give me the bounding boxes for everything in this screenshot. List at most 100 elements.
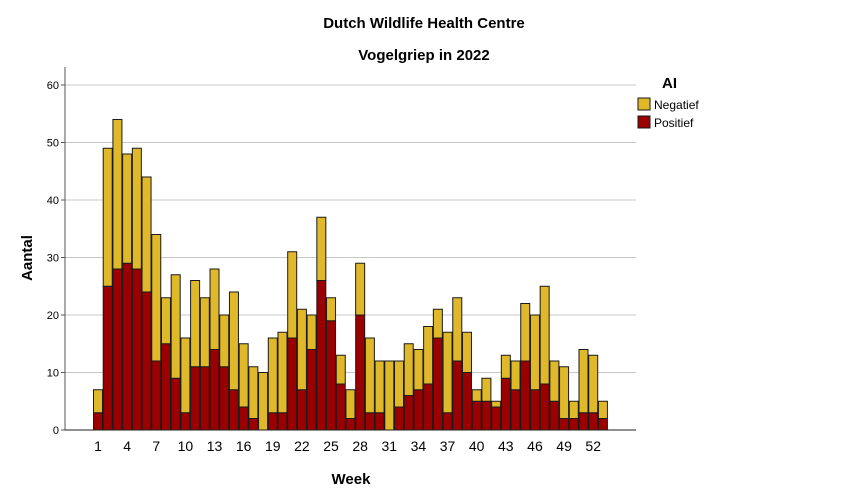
bar-positief-week-47 [539, 383, 550, 431]
bar-positief-week-7 [151, 360, 162, 431]
bar-negatief-week-42 [491, 400, 502, 408]
bar-positief-week-1 [93, 412, 103, 431]
bar-positief-week-37 [442, 412, 453, 431]
bar-negatief-week-48 [549, 360, 560, 402]
y-axis-label: Aantal [19, 235, 36, 281]
bar-negatief-week-19 [267, 337, 278, 414]
x-tick-label: 28 [352, 438, 368, 454]
bar-positief-week-49 [559, 418, 570, 431]
bar-negatief-week-13 [209, 268, 220, 350]
bar-negatief-week-8 [160, 297, 171, 345]
bar-negatief-week-9 [170, 274, 181, 379]
x-tick-label: 46 [527, 438, 543, 454]
bar-positief-week-42 [491, 406, 502, 431]
bar-negatief-week-36 [432, 308, 443, 339]
x-tick-label: 22 [294, 438, 310, 454]
y-tick-label: 50 [47, 138, 59, 150]
legend-label-positief: Positief [654, 116, 694, 130]
bar-negatief-week-28 [355, 262, 366, 316]
bar-negatief-week-4 [122, 153, 133, 264]
bar-negatief-week-15 [228, 291, 239, 391]
bar-negatief-week-34 [413, 349, 424, 391]
x-tick-label: 34 [411, 438, 427, 454]
bar-positief-week-20 [277, 412, 288, 431]
y-tick-label: 10 [47, 368, 59, 380]
bar-negatief-week-14 [219, 314, 230, 368]
bar-negatief-week-18 [258, 372, 269, 431]
bar-positief-week-28 [355, 314, 366, 431]
bar-positief-week-44 [510, 389, 521, 431]
bar-positief-week-51 [578, 412, 589, 431]
bar-negatief-week-21 [287, 251, 298, 339]
bar-positief-week-30 [374, 412, 385, 431]
bar-positief-week-6 [141, 291, 152, 431]
bar-positief-week-22 [296, 389, 307, 431]
legend-swatch-negatief [637, 97, 651, 111]
x-tick-label: 52 [585, 438, 601, 454]
bar-positief-week-2 [102, 285, 113, 431]
x-tick-label: 19 [265, 438, 281, 454]
bar-negatief-week-31 [384, 360, 395, 431]
bar-negatief-week-27 [345, 389, 356, 419]
x-tick-label: 49 [556, 438, 572, 454]
bar-positief-week-25 [326, 320, 337, 431]
bar-positief-week-46 [529, 389, 540, 431]
bar-positief-week-43 [500, 377, 511, 431]
x-tick-label: 40 [469, 438, 485, 454]
bar-positief-week-13 [209, 349, 220, 431]
bar-positief-week-24 [316, 280, 327, 431]
y-tick-label: 40 [47, 195, 59, 207]
x-tick-label: 37 [440, 438, 456, 454]
bar-positief-week-23 [306, 349, 317, 431]
legend-label-negatief: Negatief [654, 98, 699, 112]
bar-positief-week-35 [423, 383, 434, 431]
y-tick-label: 30 [47, 253, 59, 265]
x-tick-label: 25 [323, 438, 339, 454]
bar-positief-week-15 [228, 389, 239, 431]
bar-negatief-week-26 [335, 354, 346, 385]
y-tick-label: 20 [47, 310, 59, 322]
bar-positief-week-34 [413, 389, 424, 431]
x-tick-label: 7 [152, 438, 160, 454]
bar-negatief-week-46 [529, 314, 540, 391]
x-tick-label: 43 [498, 438, 514, 454]
bar-negatief-week-2 [102, 147, 113, 287]
bar-positief-week-9 [170, 377, 181, 431]
bar-negatief-week-17 [248, 366, 259, 419]
bar-positief-week-10 [180, 412, 191, 431]
bar-positief-week-39 [461, 372, 472, 431]
bar-positief-week-21 [287, 337, 298, 431]
x-axis-label: Week [332, 471, 372, 488]
bar-negatief-week-23 [306, 314, 317, 350]
bar-negatief-week-43 [500, 354, 511, 379]
bar-positief-week-3 [112, 268, 123, 431]
bar-positief-week-45 [520, 360, 531, 431]
x-tick-label: 4 [123, 438, 131, 454]
bar-negatief-week-32 [394, 360, 405, 408]
bar-negatief-week-20 [277, 331, 288, 414]
x-tick-label: 16 [236, 438, 252, 454]
bar-negatief-week-50 [568, 400, 579, 419]
y-tick-label: 60 [47, 80, 59, 92]
bar-positief-week-52 [588, 412, 599, 431]
bar-negatief-week-5 [131, 147, 142, 270]
bar-negatief-week-33 [403, 343, 414, 396]
bar-negatief-week-38 [452, 297, 463, 362]
x-tick-label: 1 [94, 438, 102, 454]
bar-negatief-week-25 [326, 297, 337, 322]
bar-positief-week-16 [238, 406, 249, 431]
x-tick-label: 31 [382, 438, 398, 454]
x-tick-label: 13 [207, 438, 223, 454]
bar-positief-week-32 [394, 406, 405, 431]
bar-negatief-week-49 [559, 366, 570, 419]
bar-negatief-week-52 [588, 354, 599, 414]
bar-negatief-week-30 [374, 360, 385, 414]
bar-negatief-week-44 [510, 360, 521, 391]
bar-negatief-week-1 [93, 389, 103, 414]
bar-positief-week-38 [452, 360, 463, 431]
bar-negatief-week-24 [316, 216, 327, 281]
bar-negatief-week-45 [520, 303, 531, 362]
legend-swatch-positief [637, 115, 651, 129]
bar-positief-week-33 [403, 395, 414, 431]
